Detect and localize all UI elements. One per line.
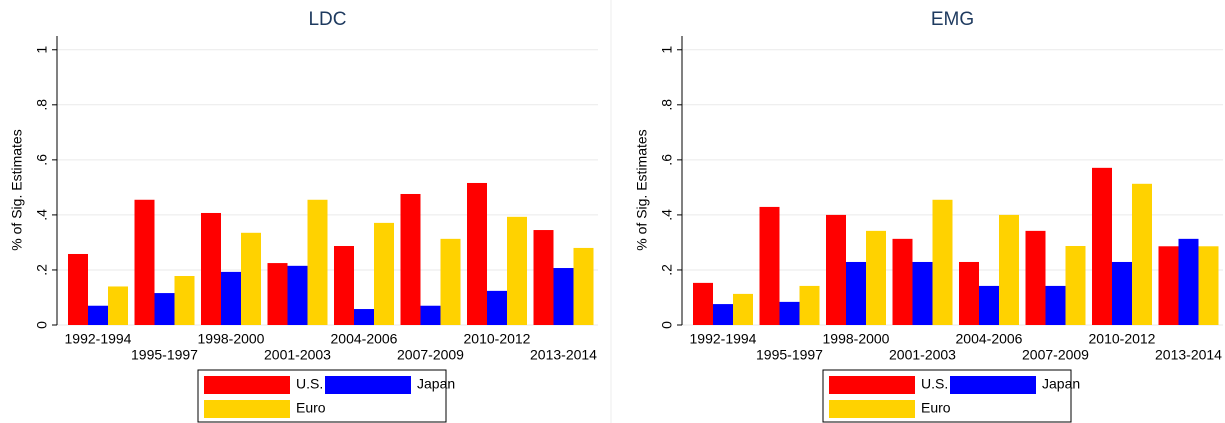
bar xyxy=(287,265,308,325)
bar xyxy=(1158,246,1179,325)
legend-swatch xyxy=(325,376,411,394)
x-tick-label: 2007-2009 xyxy=(397,347,464,363)
bar xyxy=(912,261,933,325)
chart-title: LDC xyxy=(308,9,346,30)
bar xyxy=(1025,230,1046,325)
bar xyxy=(1065,246,1086,325)
bar xyxy=(374,222,394,325)
bar xyxy=(866,230,886,325)
bar xyxy=(733,293,753,325)
x-tick-label: 2007-2009 xyxy=(1022,347,1089,363)
y-tick-label: .8 xyxy=(659,99,675,111)
x-tick-label: 2013-2014 xyxy=(530,347,597,363)
bar xyxy=(88,305,108,325)
x-tick-label: 1995-1997 xyxy=(756,347,823,363)
bar xyxy=(799,285,820,325)
y-tick-label: .8 xyxy=(34,99,50,111)
y-tick-label: .2 xyxy=(659,264,675,276)
bar xyxy=(201,212,221,325)
x-tick-label: 1992-1994 xyxy=(65,331,132,347)
x-tick-label: 2013-2014 xyxy=(1155,347,1222,363)
x-tick-label: 1992-1994 xyxy=(690,331,757,347)
bar xyxy=(979,285,999,325)
bar xyxy=(1132,183,1152,325)
y-axis-label: % of Sig. Estimates xyxy=(9,129,25,250)
legend-label: Japan xyxy=(417,376,455,392)
x-tick-label: 2004-2006 xyxy=(331,331,398,347)
bar xyxy=(826,214,846,325)
legend-swatch xyxy=(950,376,1036,394)
x-tick-label: 1998-2000 xyxy=(823,331,890,347)
bar xyxy=(241,232,261,325)
bar xyxy=(1092,167,1112,325)
bar xyxy=(533,230,554,325)
chart-title: EMG xyxy=(931,9,974,30)
legend-label: Euro xyxy=(296,400,326,416)
bar xyxy=(440,238,461,325)
bar xyxy=(154,293,175,325)
bar xyxy=(487,290,507,325)
bar xyxy=(846,261,866,325)
x-tick-label: 2010-2012 xyxy=(1089,331,1156,347)
bar xyxy=(307,199,328,325)
bar xyxy=(959,261,979,325)
bar xyxy=(134,199,155,325)
x-tick-label: 2001-2003 xyxy=(889,347,956,363)
bar xyxy=(573,247,594,325)
bar xyxy=(999,214,1019,325)
legend-label: U.S. xyxy=(921,376,948,392)
bar xyxy=(1198,246,1219,325)
y-tick-label: .4 xyxy=(659,209,675,221)
bar xyxy=(334,246,354,325)
y-tick-label: 0 xyxy=(659,321,675,329)
y-tick-label: .2 xyxy=(34,264,50,276)
y-tick-label: .6 xyxy=(659,154,675,166)
bar xyxy=(467,182,487,325)
y-axis-label: % of Sig. Estimates xyxy=(634,129,650,250)
bar xyxy=(354,309,374,325)
bar xyxy=(400,193,421,325)
bar xyxy=(221,271,241,325)
bar xyxy=(267,263,288,325)
y-tick-label: 0 xyxy=(34,321,50,329)
legend-swatch xyxy=(204,376,290,394)
x-tick-label: 2004-2006 xyxy=(956,331,1023,347)
bar xyxy=(1178,238,1199,325)
bar xyxy=(553,268,574,325)
bar xyxy=(1045,285,1066,325)
y-tick-label: 1 xyxy=(659,46,675,54)
bar xyxy=(693,282,713,325)
legend-label: Japan xyxy=(1042,376,1080,392)
legend-swatch xyxy=(829,376,915,394)
x-tick-label: 2010-2012 xyxy=(464,331,531,347)
y-tick-label: 1 xyxy=(34,46,50,54)
x-tick-label: 1998-2000 xyxy=(198,331,265,347)
x-tick-label: 2001-2003 xyxy=(264,347,331,363)
bar xyxy=(174,276,195,325)
legend-label: U.S. xyxy=(296,376,323,392)
x-tick-label: 1995-1997 xyxy=(131,347,198,363)
bar xyxy=(420,305,441,325)
bar xyxy=(1112,261,1132,325)
bar xyxy=(108,286,128,325)
y-tick-label: .6 xyxy=(34,154,50,166)
bar xyxy=(68,253,88,325)
bar xyxy=(713,304,733,325)
bar xyxy=(507,216,527,325)
bar xyxy=(779,301,800,325)
legend-swatch xyxy=(829,400,915,418)
y-tick-label: .4 xyxy=(34,209,50,221)
bar xyxy=(932,199,953,325)
bar xyxy=(759,206,780,325)
legend-swatch xyxy=(204,400,290,418)
bar xyxy=(892,238,913,325)
legend-label: Euro xyxy=(921,400,951,416)
